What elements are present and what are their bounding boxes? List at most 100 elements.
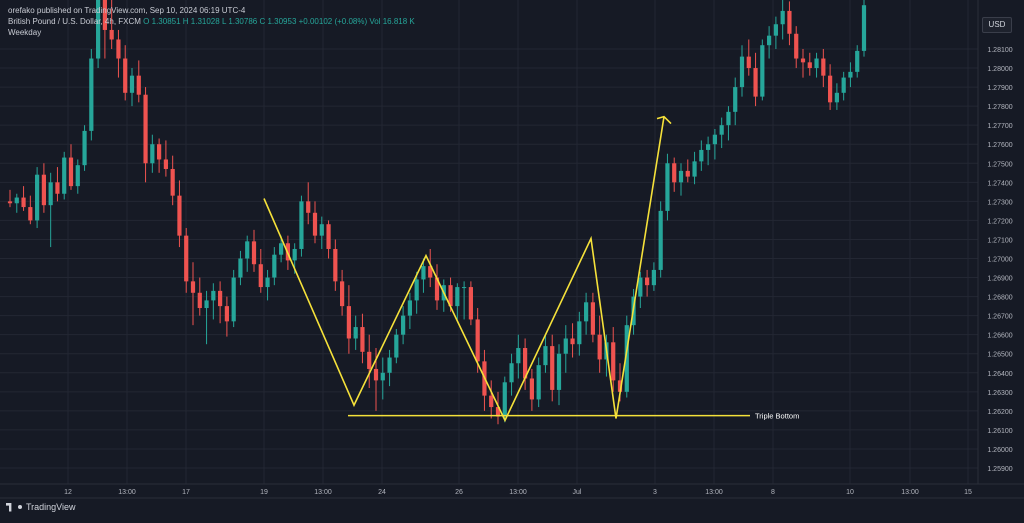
candle-body bbox=[773, 24, 778, 36]
candle-body bbox=[41, 174, 46, 206]
candle-body bbox=[794, 33, 799, 59]
x-tick-label: 13:00 bbox=[901, 489, 919, 496]
candle-body bbox=[136, 75, 141, 95]
x-tick-label: Jul bbox=[573, 489, 582, 496]
y-tick-label: 1.27700 bbox=[987, 123, 1012, 130]
y-tick-label: 1.26700 bbox=[987, 314, 1012, 321]
symbol-name[interactable]: British Pound / U.S. Dollar, 4h, FXCM bbox=[8, 17, 141, 26]
candle-body bbox=[733, 87, 738, 112]
candle-body bbox=[448, 285, 453, 307]
candle-body bbox=[800, 58, 806, 63]
candle-body bbox=[726, 111, 731, 126]
volume-value: Vol 16.818 K bbox=[369, 17, 415, 26]
chart-header: orefako published on TradingView.com, Se… bbox=[8, 5, 415, 38]
candle-body bbox=[299, 201, 304, 249]
y-tick-label: 1.26200 bbox=[987, 409, 1012, 416]
candle-body bbox=[346, 306, 351, 339]
y-tick-label: 1.26800 bbox=[987, 295, 1012, 302]
candle-body bbox=[55, 182, 60, 194]
candle-body bbox=[238, 258, 243, 278]
candle-body bbox=[611, 342, 616, 381]
x-tick-label: 17 bbox=[182, 489, 190, 496]
candle-body bbox=[590, 302, 595, 335]
candle-body bbox=[672, 163, 677, 183]
candle-body bbox=[170, 168, 175, 196]
y-tick-label: 1.27800 bbox=[987, 104, 1012, 111]
candle-body bbox=[584, 302, 589, 322]
currency-button[interactable]: USD bbox=[982, 17, 1012, 33]
candle-body bbox=[258, 264, 263, 288]
candle-body bbox=[597, 334, 602, 360]
candle-body bbox=[401, 315, 406, 335]
candle-body bbox=[841, 77, 846, 93]
ohlc-low: L 1.30786 bbox=[221, 17, 258, 26]
candle-body bbox=[319, 224, 324, 236]
ohlc-open: O 1.30851 bbox=[143, 17, 181, 26]
candle-body bbox=[360, 327, 365, 352]
x-tick-label: 10 bbox=[846, 489, 854, 496]
candle-body bbox=[828, 75, 833, 103]
candle-body bbox=[834, 92, 839, 103]
candle-body bbox=[861, 5, 867, 51]
candle-body bbox=[848, 71, 853, 78]
pattern-zigzag bbox=[263, 116, 665, 423]
candle-body bbox=[638, 277, 643, 297]
x-tick-label: 13:00 bbox=[705, 489, 723, 496]
y-tick-label: 1.27400 bbox=[987, 180, 1012, 187]
candle-body bbox=[373, 368, 379, 381]
candle-body bbox=[814, 58, 819, 69]
candle-body bbox=[394, 334, 399, 358]
ohlc-change: +0.00102 (+0.08%) bbox=[298, 17, 368, 26]
candle-body bbox=[523, 348, 528, 379]
candle-body bbox=[699, 149, 704, 162]
y-tick-label: 1.27300 bbox=[987, 199, 1012, 206]
candle-body bbox=[75, 165, 80, 187]
indicator-label[interactable]: Weekday bbox=[8, 28, 42, 37]
candle-body bbox=[556, 353, 562, 390]
candle-body bbox=[326, 224, 331, 249]
candle-body bbox=[495, 407, 501, 417]
y-tick-label: 1.26500 bbox=[987, 352, 1012, 359]
y-tick-label: 1.27600 bbox=[987, 142, 1012, 149]
candle-body bbox=[570, 338, 575, 345]
candle-body bbox=[28, 207, 33, 221]
tradingview-logo-icon bbox=[6, 502, 12, 512]
candle-body bbox=[211, 290, 216, 301]
candle-body bbox=[279, 243, 284, 255]
x-tick-label: 24 bbox=[378, 489, 386, 496]
y-tick-label: 1.27100 bbox=[987, 237, 1012, 244]
candle-body bbox=[678, 170, 684, 183]
candle-body bbox=[190, 281, 196, 293]
candle-body bbox=[48, 182, 53, 206]
candle-body bbox=[651, 269, 656, 286]
candle-body bbox=[421, 266, 426, 280]
candle-body bbox=[502, 382, 507, 417]
candle-body bbox=[367, 351, 372, 369]
x-tick-label: 13:00 bbox=[314, 489, 332, 496]
candle-body bbox=[224, 306, 229, 322]
y-tick-label: 1.26100 bbox=[987, 428, 1012, 435]
candle-body bbox=[197, 292, 202, 309]
tradingview-logo-dot-icon bbox=[18, 505, 22, 509]
y-tick-label: 1.26000 bbox=[987, 447, 1012, 454]
candle-body bbox=[489, 395, 494, 408]
candle-body bbox=[414, 279, 419, 301]
y-tick-label: 1.27900 bbox=[987, 85, 1012, 92]
candle-body bbox=[245, 241, 250, 259]
candle-body bbox=[475, 319, 480, 362]
y-tick-label: 1.28000 bbox=[987, 66, 1012, 73]
candle-body bbox=[7, 201, 13, 204]
candle-body bbox=[109, 29, 114, 40]
candle-body bbox=[645, 277, 650, 286]
brand-label: TradingView bbox=[26, 502, 76, 512]
candle-body bbox=[387, 357, 392, 373]
tradingview-brand[interactable]: TradingView bbox=[6, 502, 76, 512]
candle-body bbox=[807, 62, 812, 69]
candle-body bbox=[35, 174, 40, 221]
candle-body bbox=[353, 327, 358, 339]
candle-body bbox=[333, 248, 338, 282]
candle-body bbox=[577, 321, 582, 345]
candle-body bbox=[739, 56, 745, 88]
